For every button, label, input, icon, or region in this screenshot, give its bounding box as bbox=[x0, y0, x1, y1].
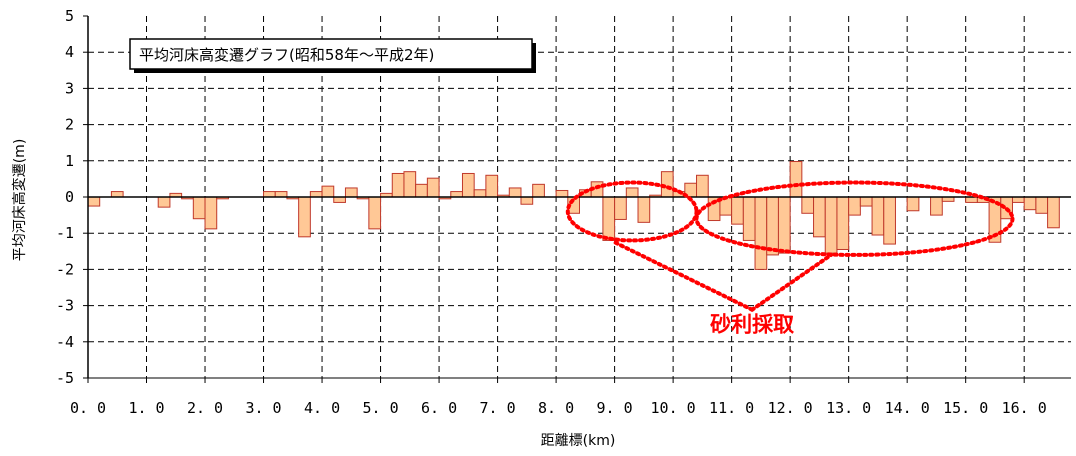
bar bbox=[415, 183, 428, 198]
bar bbox=[555, 189, 569, 198]
x-tick-label: 6. 0 bbox=[421, 399, 457, 417]
y-tick-label: 2 bbox=[65, 116, 74, 134]
bar bbox=[614, 196, 627, 220]
bar bbox=[192, 196, 206, 220]
bar bbox=[1023, 196, 1037, 211]
y-tick-label: 4 bbox=[65, 43, 74, 61]
bar bbox=[485, 174, 499, 198]
annotation-ellipse bbox=[694, 180, 1015, 257]
bar bbox=[450, 191, 463, 198]
y-tick-label: -2 bbox=[56, 260, 74, 278]
bar bbox=[836, 196, 850, 250]
bar bbox=[368, 196, 382, 230]
chart-axes bbox=[83, 15, 1071, 383]
bar bbox=[520, 196, 534, 205]
bar bbox=[157, 196, 171, 208]
bar bbox=[309, 191, 323, 198]
bar bbox=[883, 196, 896, 245]
y-tick-label: -5 bbox=[56, 369, 74, 387]
bar bbox=[426, 177, 440, 198]
bar bbox=[473, 189, 487, 198]
bar bbox=[637, 196, 651, 223]
gravel-extraction-annotation bbox=[565, 180, 1015, 312]
x-tick-label: 13. 0 bbox=[826, 399, 871, 417]
x-tick-label: 16. 0 bbox=[1002, 399, 1047, 417]
bar bbox=[461, 172, 475, 198]
bar bbox=[859, 196, 873, 207]
annotation-leader-line bbox=[750, 252, 834, 312]
annotation-leader-line bbox=[612, 240, 755, 312]
bar bbox=[930, 196, 943, 216]
bar bbox=[321, 185, 335, 198]
x-tick-label: 3. 0 bbox=[245, 399, 281, 417]
bar bbox=[274, 191, 288, 198]
x-tick-label: 8. 0 bbox=[538, 399, 574, 417]
chart-title: 平均河床高変遷グラフ(昭和58年～平成2年) bbox=[139, 46, 434, 64]
x-tick-label: 2. 0 bbox=[187, 399, 223, 417]
x-tick-label: 1. 0 bbox=[128, 399, 164, 417]
y-tick-label: -4 bbox=[56, 333, 74, 351]
bar bbox=[789, 161, 803, 198]
bar bbox=[906, 196, 920, 212]
bar bbox=[1011, 196, 1025, 203]
bar bbox=[766, 196, 779, 256]
bar bbox=[696, 174, 709, 198]
y-axis-label: 平均河床高変遷(m) bbox=[11, 139, 28, 262]
bar bbox=[532, 183, 545, 198]
bar bbox=[602, 196, 616, 241]
x-tick-label: 9. 0 bbox=[597, 399, 633, 417]
bar bbox=[801, 196, 815, 214]
bar bbox=[824, 196, 838, 254]
chart-title-box: 平均河床高変遷グラフ(昭和58年～平成2年) bbox=[129, 38, 536, 73]
bar bbox=[403, 171, 417, 198]
bar bbox=[333, 196, 346, 203]
y-tick-label: 3 bbox=[65, 79, 74, 97]
y-tick-label: 1 bbox=[65, 152, 74, 170]
bar bbox=[742, 196, 756, 241]
bar bbox=[298, 196, 311, 238]
x-tick-label: 4. 0 bbox=[304, 399, 340, 417]
bar bbox=[110, 191, 124, 198]
bar bbox=[391, 172, 405, 198]
y-tick-label: -1 bbox=[56, 224, 74, 242]
y-tick-labels: 5 4 3 2 1 0 -1 -2 -3 -4 -5 bbox=[56, 7, 74, 387]
x-axis-label: 距離標(km) bbox=[541, 432, 616, 449]
bar bbox=[777, 196, 791, 254]
x-tick-labels: 0. 0 1. 0 2. 0 3. 0 4. 0 5. 0 6. 0 7. 0 8. 0 9. 0… bbox=[70, 399, 1047, 417]
y-tick-label: 0 bbox=[65, 188, 74, 206]
y-tick-label: -3 bbox=[56, 297, 74, 315]
x-tick-label: 5. 0 bbox=[362, 399, 398, 417]
x-tick-label: 10. 0 bbox=[651, 399, 696, 417]
bar bbox=[87, 196, 101, 207]
x-tick-label: 0. 0 bbox=[70, 399, 106, 417]
x-tick-label: 11. 0 bbox=[709, 399, 754, 417]
bar bbox=[731, 196, 744, 225]
y-tick-label: 5 bbox=[65, 7, 74, 25]
bar bbox=[813, 196, 826, 238]
bar bbox=[344, 187, 358, 198]
bar bbox=[871, 196, 885, 236]
bar bbox=[965, 196, 978, 203]
bar bbox=[754, 196, 768, 270]
x-tick-label: 12. 0 bbox=[768, 399, 813, 417]
bar bbox=[848, 196, 861, 216]
bar bbox=[1035, 196, 1049, 214]
x-tick-label: 15. 0 bbox=[943, 399, 988, 417]
annotation-label: 砂利採取 bbox=[710, 313, 794, 337]
bar bbox=[263, 191, 276, 198]
bar bbox=[508, 187, 522, 198]
bar bbox=[625, 187, 639, 198]
bar bbox=[204, 196, 218, 230]
x-tick-label: 14. 0 bbox=[885, 399, 930, 417]
annotation-ellipse bbox=[565, 180, 699, 243]
x-tick-label: 7. 0 bbox=[480, 399, 516, 417]
bar bbox=[1047, 196, 1060, 229]
